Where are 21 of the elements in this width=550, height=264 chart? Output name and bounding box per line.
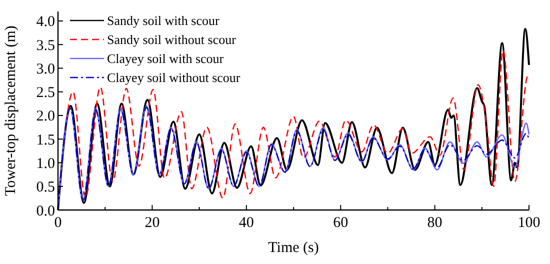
y-axis-title: Tower-top displacement (m): [3, 26, 19, 196]
legend-label: Clayey soil with scour: [107, 51, 224, 66]
y-tick-label: 2.0: [36, 108, 55, 125]
x-tick-label: 40: [238, 215, 254, 231]
x-tick-label: 0: [54, 215, 62, 231]
legend-label: Sandy soil without scour: [107, 32, 237, 48]
y-tick-label: 3.5: [36, 38, 55, 54]
y-tick-label: 0.5: [36, 180, 55, 196]
x-axis-title: Time (s): [268, 240, 319, 256]
y-tick-label: 1.0: [36, 156, 55, 172]
y-tick-label: 3.0: [36, 61, 55, 78]
legend-label: Clayey soil without scour: [107, 70, 241, 86]
x-tick-label: 80: [427, 215, 442, 231]
y-tick-label: 0.0: [36, 203, 55, 220]
y-tick-label: 1.5: [36, 132, 55, 148]
y-tick-label: 4.0: [36, 14, 55, 30]
x-tick-label: 20: [144, 215, 160, 231]
legend-label: Sandy soil with scour: [107, 13, 220, 28]
x-tick-label: 60: [333, 215, 348, 231]
y-tick-label: 2.5: [36, 85, 55, 102]
x-tick-label: 100: [518, 215, 540, 231]
